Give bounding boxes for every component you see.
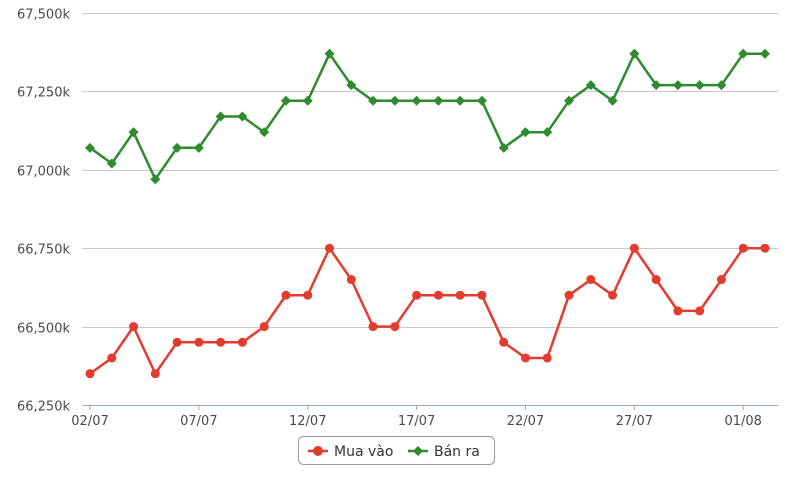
data-point[interactable]	[303, 290, 313, 300]
y-axis: 66,250k 66,500k 66,750k 67,000k 67,250k 67,50…	[17, 8, 70, 415]
data-point[interactable]	[368, 322, 378, 332]
legend-marker	[413, 446, 423, 456]
data-point[interactable]	[433, 290, 443, 300]
data-point[interactable]	[216, 337, 226, 347]
data-point[interactable]	[499, 337, 509, 347]
series-mua-vao	[85, 243, 770, 379]
data-point[interactable]	[433, 95, 444, 106]
data-point[interactable]	[455, 290, 465, 300]
data-point[interactable]	[128, 127, 139, 138]
data-point[interactable]	[716, 80, 727, 91]
data-point[interactable]	[324, 48, 335, 59]
data-point[interactable]	[564, 95, 575, 106]
data-point[interactable]	[390, 322, 400, 332]
series-ban-ra	[85, 48, 770, 185]
data-point[interactable]	[498, 142, 509, 153]
grid-lines	[82, 13, 778, 406]
legend-label: Bán ra	[434, 444, 480, 460]
y-tick-label: 67,000k	[17, 165, 70, 180]
x-axis: 02/07 07/07 12/07 17/07 22/07 27/07 01/08	[71, 405, 778, 429]
x-tick-label: 27/07	[616, 414, 653, 429]
data-point[interactable]	[629, 48, 640, 59]
series-line	[89, 52, 765, 181]
data-point[interactable]	[564, 290, 574, 300]
data-point[interactable]	[608, 290, 618, 300]
data-point[interactable]	[673, 306, 683, 316]
data-point[interactable]	[629, 243, 639, 253]
data-point[interactable]	[106, 158, 117, 169]
y-tick-label: 66,250k	[17, 400, 70, 415]
data-point[interactable]	[193, 142, 204, 153]
data-point[interactable]	[129, 322, 139, 332]
x-tick-label: 07/07	[180, 414, 217, 429]
data-point[interactable]	[85, 142, 95, 153]
data-point[interactable]	[281, 290, 291, 300]
data-point[interactable]	[346, 80, 357, 91]
data-point[interactable]	[520, 127, 531, 138]
x-tick-label: 22/07	[507, 414, 544, 429]
data-point[interactable]	[672, 80, 683, 91]
data-point[interactable]	[520, 353, 530, 363]
data-point[interactable]	[694, 80, 705, 91]
data-point[interactable]	[738, 48, 749, 59]
y-tick-label: 66,500k	[17, 322, 70, 337]
x-tick-label: 17/07	[398, 414, 435, 429]
data-point[interactable]	[477, 290, 487, 300]
data-point[interactable]	[346, 275, 356, 285]
data-point[interactable]	[150, 369, 160, 379]
series-line	[89, 246, 765, 375]
data-point[interactable]	[215, 111, 226, 122]
legend-label: Mua vào	[334, 444, 393, 460]
data-point[interactable]	[302, 95, 313, 106]
data-point[interactable]	[389, 95, 400, 106]
data-point[interactable]	[172, 337, 182, 347]
data-point[interactable]	[411, 95, 422, 106]
data-point[interactable]	[542, 127, 553, 138]
data-point[interactable]	[738, 243, 748, 253]
data-point[interactable]	[760, 243, 770, 253]
data-point[interactable]	[760, 48, 770, 59]
data-point[interactable]	[172, 142, 183, 153]
data-point[interactable]	[259, 127, 270, 138]
data-point[interactable]	[150, 174, 161, 185]
data-point[interactable]	[237, 337, 247, 347]
data-point[interactable]	[107, 353, 117, 363]
data-point[interactable]	[542, 353, 552, 363]
data-point[interactable]	[325, 243, 335, 253]
data-point[interactable]	[280, 95, 291, 106]
x-tick-label: 02/07	[71, 414, 108, 429]
data-point[interactable]	[194, 337, 204, 347]
data-point[interactable]	[651, 80, 662, 91]
data-point[interactable]	[85, 369, 95, 379]
data-point[interactable]	[259, 322, 269, 332]
data-point[interactable]	[585, 80, 596, 91]
data-point[interactable]	[716, 275, 726, 285]
data-point[interactable]	[586, 275, 596, 285]
legend-item-mua-vao[interactable]: Mua vào	[308, 444, 393, 460]
data-point[interactable]	[455, 95, 466, 106]
legend[interactable]: Mua vào Bán ra	[298, 436, 495, 465]
y-tick-label: 66,750k	[17, 243, 70, 258]
data-point[interactable]	[476, 95, 487, 106]
data-point[interactable]	[607, 95, 618, 106]
x-tick-label: 01/08	[724, 414, 761, 429]
legend-marker	[313, 446, 323, 456]
x-tick-label: 12/07	[289, 414, 326, 429]
legend-item-ban-ra[interactable]: Bán ra	[408, 444, 480, 460]
data-point[interactable]	[368, 95, 379, 106]
data-point[interactable]	[695, 306, 705, 316]
y-tick-label: 67,500k	[17, 8, 70, 23]
data-point[interactable]	[237, 111, 248, 122]
legend-box	[298, 436, 495, 465]
series-group	[85, 48, 770, 379]
y-tick-label: 67,250k	[17, 86, 70, 101]
data-point[interactable]	[651, 275, 661, 285]
data-point[interactable]	[412, 290, 422, 300]
